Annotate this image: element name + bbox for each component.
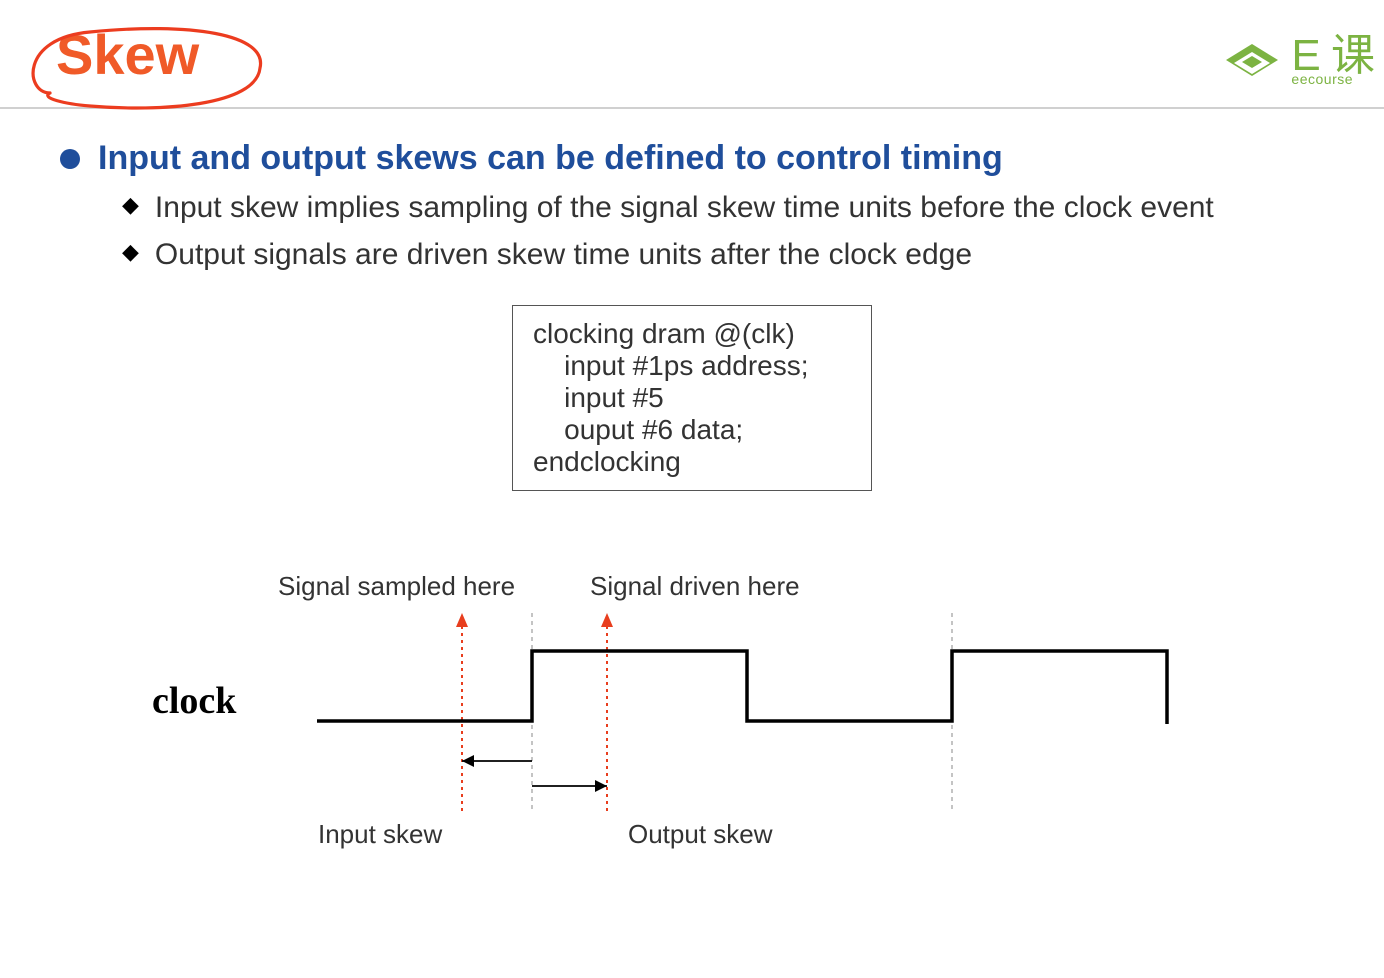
slide-title: Skew (20, 20, 227, 95)
label-sampled: Signal sampled here (278, 571, 515, 602)
logo-text: E 课 eecourse (1291, 34, 1374, 86)
header-divider (0, 107, 1384, 109)
bullet-text: Output signals are driven skew time unit… (155, 235, 972, 276)
heading-bullet (60, 149, 80, 169)
title-wrap: Skew (20, 20, 227, 95)
label-driven: Signal driven here (590, 571, 800, 602)
code-block: clocking dram @(clk) input #1ps address;… (512, 305, 872, 491)
logo-icon (1221, 32, 1283, 88)
content-area: Input and output skews can be defined to… (30, 139, 1354, 871)
heading-text: Input and output skews can be defined to… (98, 139, 1003, 178)
bullet-row-1: ◆ Output signals are driven skew time un… (122, 235, 1324, 276)
slide-root: Skew E 课 eecourse (0, 0, 1384, 978)
header-row: Skew E 课 eecourse (30, 20, 1354, 95)
bullet-row-0: ◆ Input skew implies sampling of the sig… (122, 188, 1324, 229)
label-output-skew: Output skew (628, 819, 773, 850)
bullet-glyph: ◆ (122, 235, 139, 269)
timing-diagram: clock Signal sampled here Signal driven … (142, 551, 1242, 871)
logo: E 课 eecourse (1221, 32, 1374, 88)
clock-label: clock (152, 679, 236, 723)
bullet-text: Input skew implies sampling of the signa… (155, 188, 1214, 229)
label-input-skew: Input skew (318, 819, 442, 850)
heading-row: Input and output skews can be defined to… (60, 139, 1324, 178)
bullet-glyph: ◆ (122, 188, 139, 222)
